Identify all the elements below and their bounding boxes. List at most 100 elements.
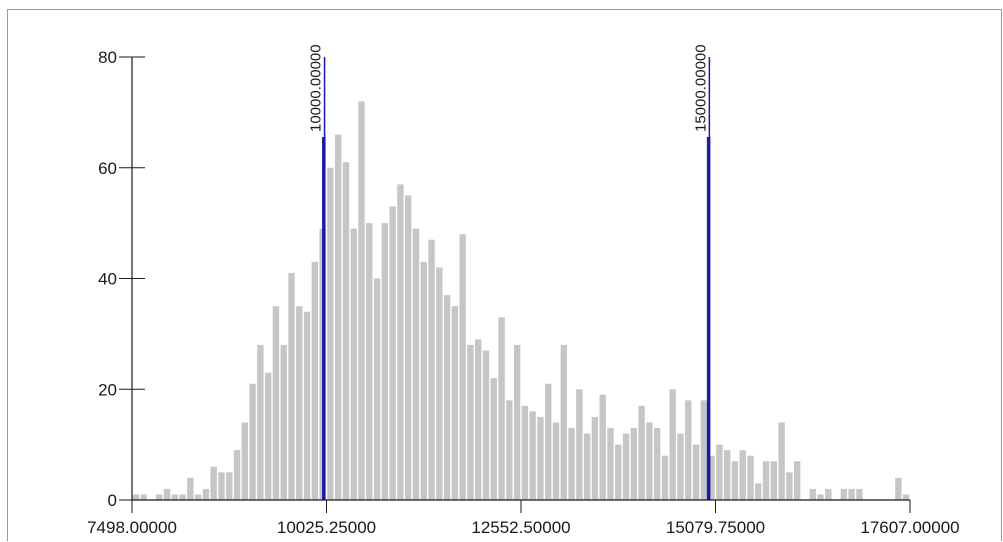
histogram-bar — [194, 494, 202, 500]
y-tick-label: 0 — [108, 491, 117, 510]
histogram-bar — [397, 184, 404, 501]
y-tick-label: 40 — [98, 270, 117, 289]
histogram-bar — [778, 422, 785, 500]
histogram-bar — [513, 344, 521, 500]
histogram-bar — [537, 416, 544, 500]
histogram-bar — [428, 239, 435, 501]
histogram-bar — [786, 472, 793, 500]
histogram-bar — [560, 344, 567, 500]
histogram-bar — [202, 488, 210, 500]
histogram-bar — [755, 483, 762, 500]
marker-bar — [322, 137, 326, 500]
histogram-bar — [459, 234, 466, 500]
histogram-bar — [747, 455, 754, 500]
histogram-bar — [490, 378, 497, 500]
histogram-bar — [420, 261, 427, 500]
histogram-bar — [156, 494, 163, 500]
histogram-bar — [366, 223, 373, 501]
histogram-bar — [731, 461, 739, 500]
histogram-bar — [661, 455, 669, 500]
histogram-bar — [210, 466, 217, 500]
histogram-bar — [794, 461, 801, 500]
x-tick-label: 15079.75000 — [666, 518, 765, 537]
histogram-bar — [529, 411, 536, 500]
histogram-bar — [241, 422, 248, 500]
histogram-bar — [405, 195, 412, 500]
histogram-bar — [552, 422, 560, 500]
histogram-bar — [443, 295, 451, 500]
histogram-bar — [482, 350, 490, 500]
histogram-bar — [700, 400, 708, 500]
histogram-bar — [856, 488, 863, 500]
histogram-bar — [677, 433, 684, 500]
histogram-bar — [669, 389, 676, 500]
histogram-bar — [583, 433, 591, 500]
histogram-bar — [272, 306, 280, 500]
histogram-bar — [171, 494, 178, 500]
histogram-bar — [646, 422, 653, 500]
histogram-bar — [451, 306, 459, 500]
histogram-bar — [475, 339, 482, 500]
histogram-bar — [334, 134, 342, 500]
y-tick-label: 60 — [98, 159, 117, 178]
histogram-bars — [132, 101, 910, 501]
histogram-bar — [187, 477, 194, 500]
histogram-bar — [327, 167, 334, 500]
histogram-bar — [630, 428, 637, 500]
histogram-bar — [373, 278, 381, 500]
histogram-bar — [840, 488, 848, 500]
histogram-bar — [739, 450, 746, 500]
y-tick-label: 80 — [98, 48, 117, 67]
marker-lines: 10000.00000 15000.00000 — [308, 44, 711, 500]
x-tick-label: 12552.50000 — [471, 518, 570, 537]
histogram-bar — [638, 405, 645, 500]
histogram-bar — [506, 400, 513, 500]
histogram-bar — [179, 494, 186, 500]
histogram-bar — [825, 488, 832, 500]
marker-bar — [706, 137, 711, 500]
axes: 0 20 40 60 80 7498.00000 10025.25000 12552.5000… — [87, 48, 960, 537]
histogram-bar — [249, 383, 256, 500]
histogram-bar — [342, 162, 350, 500]
histogram-bar — [140, 494, 147, 500]
histogram-bar — [716, 444, 723, 501]
histogram-bar — [296, 306, 303, 500]
histogram-bar — [848, 488, 855, 500]
histogram-bar — [163, 488, 171, 500]
histogram-bar — [412, 228, 420, 500]
histogram-bar — [264, 372, 272, 500]
x-tick-label: 10025.25000 — [277, 518, 376, 537]
marker-label: 10000.00000 — [308, 44, 325, 132]
histogram-bar — [622, 433, 630, 500]
histogram-bar — [599, 394, 606, 500]
histogram-bar — [257, 344, 264, 500]
histogram-bar — [521, 405, 529, 500]
histogram-bar — [895, 477, 902, 500]
histogram-bar — [311, 261, 319, 500]
histogram-bar — [132, 494, 140, 500]
histogram-bar — [708, 455, 715, 500]
histogram-bar — [303, 311, 311, 500]
histogram-bar — [280, 344, 287, 500]
histogram-bar — [545, 383, 552, 500]
histogram-bar — [233, 450, 241, 500]
x-tick-label: 7498.00000 — [87, 518, 177, 537]
histogram-bar — [692, 444, 700, 501]
histogram-bar — [381, 223, 389, 501]
histogram-bar — [762, 461, 770, 500]
histogram-bar — [288, 272, 295, 500]
histogram-bar — [436, 267, 443, 500]
histogram-bar — [467, 344, 474, 500]
histogram-bar — [902, 494, 910, 500]
histogram-bar — [615, 444, 622, 501]
histogram-bar — [591, 416, 599, 500]
histogram-bar — [226, 472, 233, 500]
histogram-bar — [498, 317, 505, 500]
histogram-bar — [350, 228, 357, 500]
histogram-bar — [817, 494, 824, 500]
histogram-bar — [723, 450, 731, 500]
histogram-bar — [653, 428, 661, 500]
x-tick-label: 17607.00000 — [860, 518, 959, 537]
histogram-bar — [576, 389, 583, 500]
